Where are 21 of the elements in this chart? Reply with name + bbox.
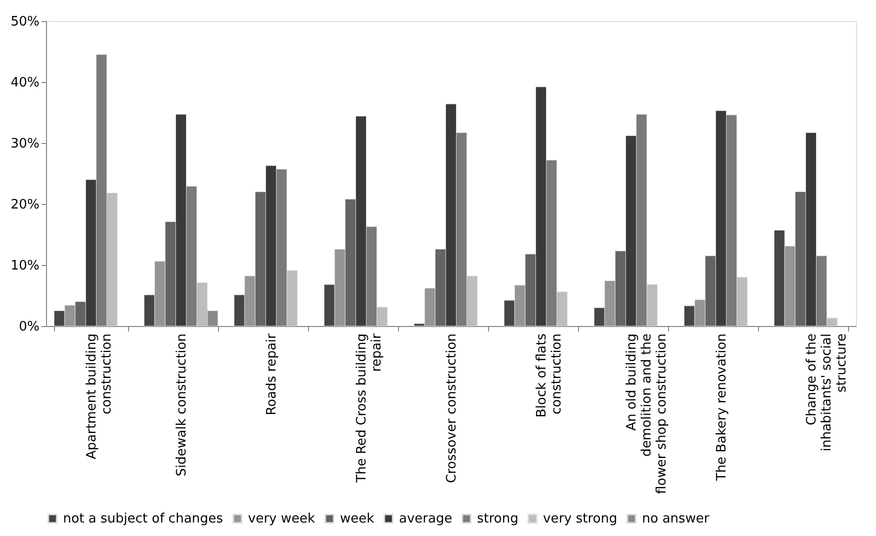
- legend-label: strong: [477, 512, 518, 527]
- x-tick-label: Block of flats construction: [534, 333, 564, 418]
- y-tick-label: 30%: [10, 136, 40, 152]
- legend-label: week: [340, 512, 375, 527]
- x-tick-label: Sidewalk construction: [174, 334, 190, 476]
- y-tick-label: 0%: [18, 320, 40, 334]
- legend-label: very week: [248, 512, 316, 527]
- x-tick-label: Apartment building construction: [84, 334, 114, 460]
- x-tick-label: The Bakery renovation: [714, 334, 730, 482]
- legend-label: average: [399, 512, 452, 527]
- y-tick-label: 40%: [10, 76, 40, 90]
- y-tick-label: 10%: [10, 258, 40, 274]
- x-tick-label: Change of the inhabitants' social structure: [804, 334, 850, 452]
- y-tick-label: 20%: [10, 198, 40, 212]
- x-tick-label: Crossover construction: [444, 334, 460, 484]
- legend-label: no answer: [642, 512, 710, 527]
- legend-label: not a subject of changes: [63, 512, 224, 527]
- legend-label: very strong: [543, 512, 618, 527]
- x-tick-label: Roads repair: [264, 332, 280, 416]
- x-tick-label: The Red Cross building repair: [354, 332, 384, 484]
- y-tick-label: 50%: [10, 14, 40, 30]
